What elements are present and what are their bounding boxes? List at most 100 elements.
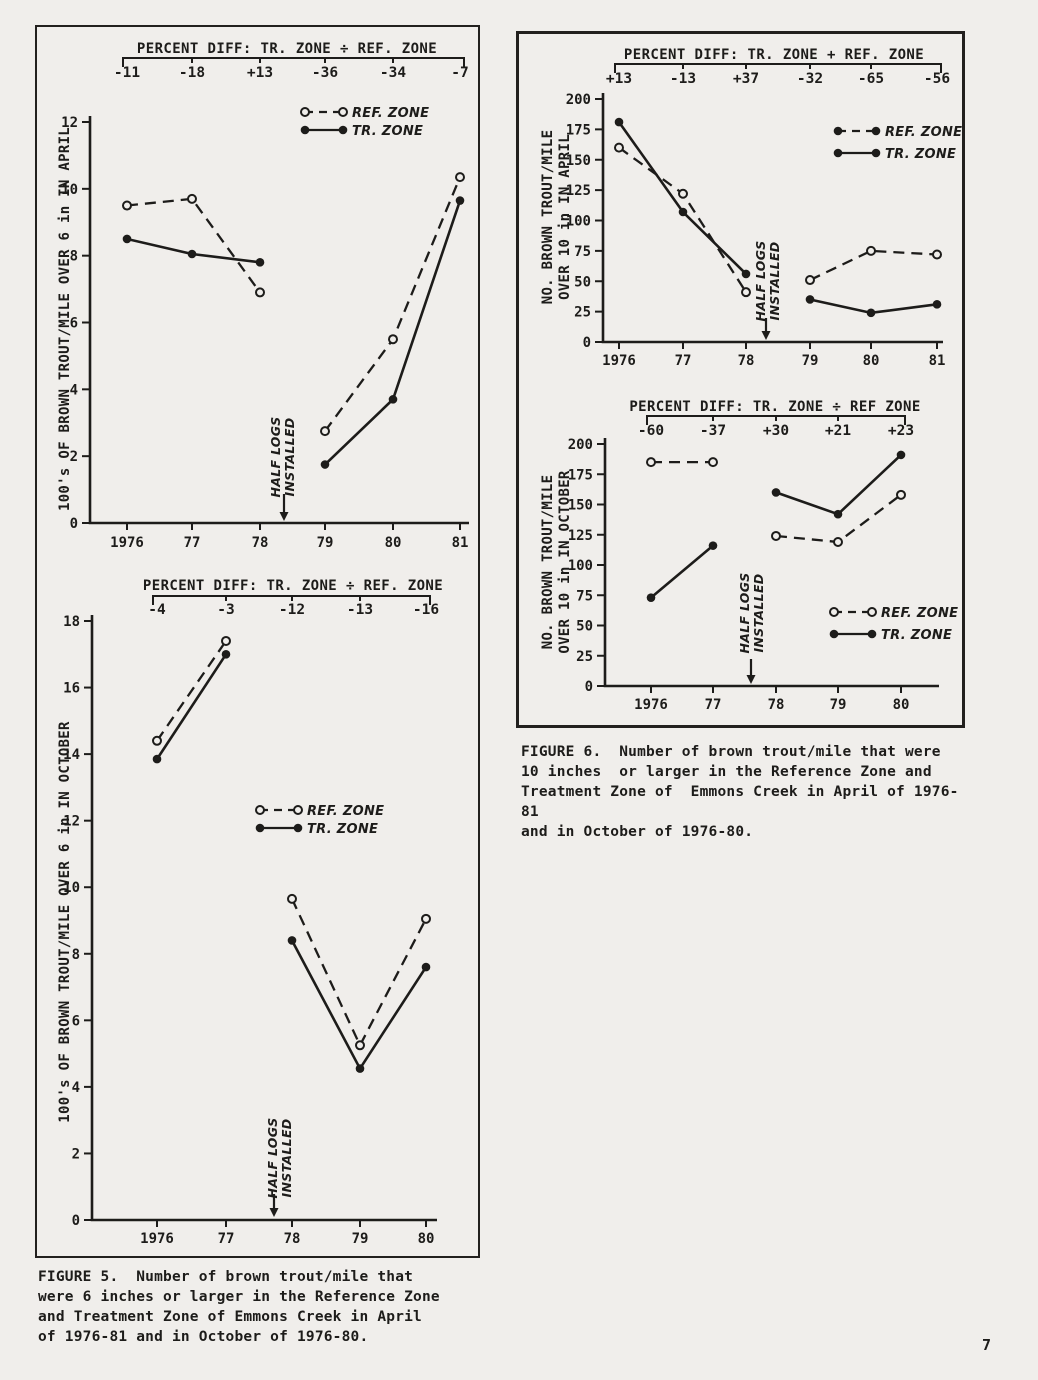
x-tick-label: 78 bbox=[284, 1231, 301, 1247]
y-tick-label: 4 bbox=[72, 1080, 80, 1096]
x-tick-label: 81 bbox=[452, 535, 469, 551]
percent-diff-value: -13 bbox=[347, 602, 373, 618]
y-tick-label: 125 bbox=[568, 528, 593, 544]
legend-marker bbox=[867, 629, 877, 639]
y-tick-label: 175 bbox=[568, 467, 593, 483]
legend-marker bbox=[871, 148, 881, 158]
percent-diff-value: +37 bbox=[733, 71, 759, 87]
percent-diff-value: -7 bbox=[451, 65, 468, 81]
y-tick-label: 18 bbox=[63, 614, 80, 630]
annotation-line: INSTALLED bbox=[279, 1119, 294, 1198]
tr-zone-line bbox=[775, 453, 902, 516]
ref-zone-point bbox=[678, 188, 688, 199]
figure5-caption: FIGURE 5. Number of brown trout/mile tha… bbox=[38, 1269, 440, 1345]
percent-diff-bracket bbox=[646, 415, 906, 425]
y-tick-label: 12 bbox=[63, 814, 80, 830]
tr-zone-line bbox=[650, 544, 714, 599]
y-tick-label: 14 bbox=[63, 747, 80, 763]
y-tick-label: 12 bbox=[61, 115, 78, 131]
ref-zone-point bbox=[708, 457, 718, 468]
y-axis-label-line: OVER 10 in IN APRIL bbox=[557, 134, 573, 300]
percent-diff-value: +21 bbox=[825, 423, 851, 439]
tr-zone-point bbox=[287, 936, 297, 945]
legend-marker bbox=[829, 607, 839, 617]
x-tick-label: 79 bbox=[352, 1231, 369, 1247]
figure6-charts: PERCENT DIFF: TR. ZONE + REF. ZONE +13 -13… bbox=[540, 47, 962, 713]
ref-zone-point bbox=[255, 287, 265, 298]
tr-zone-point bbox=[771, 488, 781, 497]
tr-zone-point bbox=[122, 234, 132, 244]
ref-zone-point bbox=[388, 334, 398, 345]
y-tick-label: 8 bbox=[70, 249, 78, 265]
tr-zone-point bbox=[805, 295, 815, 304]
x-tick-label: 80 bbox=[418, 1231, 435, 1247]
x-tick-label: 78 bbox=[252, 535, 269, 551]
legend-tr-zone: TR. ZONE bbox=[307, 822, 378, 837]
y-tick-label: 50 bbox=[574, 274, 591, 290]
figure5-box: PERCENT DIFF: TR. ZONE ÷ REF. ZONE -11 -18… bbox=[35, 25, 480, 1258]
legend-tr-zone: TR. ZONE bbox=[885, 147, 956, 162]
y-axis-label: NO. BROWN TROUT/MILEOVER 10 in IN APRIL bbox=[540, 130, 573, 305]
y-axis-label-line: NO. BROWN TROUT/MILE bbox=[540, 130, 556, 305]
tr-zone-point bbox=[678, 207, 688, 217]
legend-ref-zone: REF. ZONE bbox=[885, 125, 962, 140]
ref-zone-line bbox=[809, 249, 938, 282]
annotation-line: INSTALLED bbox=[751, 574, 766, 653]
percent-diff-value: -60 bbox=[638, 423, 664, 439]
y-axis-label-line: 100's OF BROWN TROUT/MILE OVER 6 in IN O… bbox=[57, 721, 73, 1123]
y-axis-label-line: NO. BROWN TROUT/MILE bbox=[540, 475, 556, 650]
percent-diff-value: +30 bbox=[763, 423, 789, 439]
half-logs-arrowhead bbox=[761, 331, 771, 340]
percent-diff-header: PERCENT DIFF: TR. ZONE ÷ REF. ZONE bbox=[143, 578, 443, 594]
x-tick-label: 79 bbox=[830, 697, 847, 713]
y-tick-label: 25 bbox=[576, 649, 593, 665]
y-tick-label: 10 bbox=[61, 182, 78, 198]
y-tick-label: 0 bbox=[583, 335, 591, 351]
y-tick-label: 150 bbox=[566, 153, 591, 169]
x-tick-label: 80 bbox=[385, 535, 402, 551]
ref-zone-point bbox=[614, 142, 624, 153]
ref-zone-point bbox=[741, 287, 751, 298]
y-tick-label: 150 bbox=[568, 498, 593, 514]
x-tick-label: 81 bbox=[929, 353, 946, 369]
y-tick-label: 175 bbox=[566, 122, 591, 138]
half-logs-arrowhead bbox=[746, 675, 756, 684]
ref-zone-line bbox=[290, 898, 428, 1048]
ref-zone-point bbox=[355, 1040, 365, 1051]
tr-zone-point bbox=[355, 1064, 365, 1073]
legend-marker bbox=[338, 125, 348, 135]
ref-zone-line bbox=[126, 197, 261, 294]
annotation-line: HALF LOGS bbox=[737, 572, 752, 653]
x-tick-label: 79 bbox=[802, 353, 819, 369]
ref-zone-point bbox=[287, 893, 297, 904]
tr-zone-point bbox=[152, 754, 162, 764]
chart-fig5-october: PERCENT DIFF: TR. ZONE ÷ REF. ZONE -4 -3 -1… bbox=[57, 578, 443, 1247]
x-tick-label: 80 bbox=[863, 353, 880, 369]
legend-marker bbox=[833, 126, 843, 136]
y-tick-label: 100 bbox=[566, 214, 591, 230]
tr-zone-line bbox=[155, 653, 228, 760]
y-tick-label: 6 bbox=[70, 316, 78, 332]
tr-zone-point bbox=[421, 962, 431, 972]
percent-diff-value: -16 bbox=[413, 602, 439, 618]
ref-zone-point bbox=[187, 193, 197, 204]
x-tick-label: 77 bbox=[675, 353, 692, 369]
legend-marker bbox=[829, 629, 839, 639]
y-tick-label: 125 bbox=[566, 183, 591, 199]
legend-marker bbox=[293, 823, 303, 833]
y-tick-label: 200 bbox=[566, 92, 591, 108]
ref-zone-point bbox=[122, 200, 132, 211]
y-axis-label-line: OVER 10 in IN OCTOBER bbox=[557, 470, 573, 654]
tr-zone-point bbox=[646, 593, 656, 602]
annotation-line: HALF LOGS bbox=[753, 240, 768, 321]
y-tick-label: 200 bbox=[568, 437, 593, 453]
ref-zone-point bbox=[152, 735, 162, 746]
chart-fig6-october: PERCENT DIFF: TR. ZONE ÷ REF ZONE -60 -37 +… bbox=[540, 399, 958, 713]
x-tick-label: 1976 bbox=[602, 353, 636, 369]
y-axis-label: 100's OF BROWN TROUT/MILE OVER 6 in IN O… bbox=[57, 721, 73, 1123]
tr-zone-point bbox=[221, 649, 231, 659]
tr-zone-point bbox=[932, 300, 942, 309]
tr-zone-point bbox=[187, 249, 197, 259]
x-tick-label: 78 bbox=[768, 697, 785, 713]
ref-zone-line bbox=[324, 176, 462, 432]
